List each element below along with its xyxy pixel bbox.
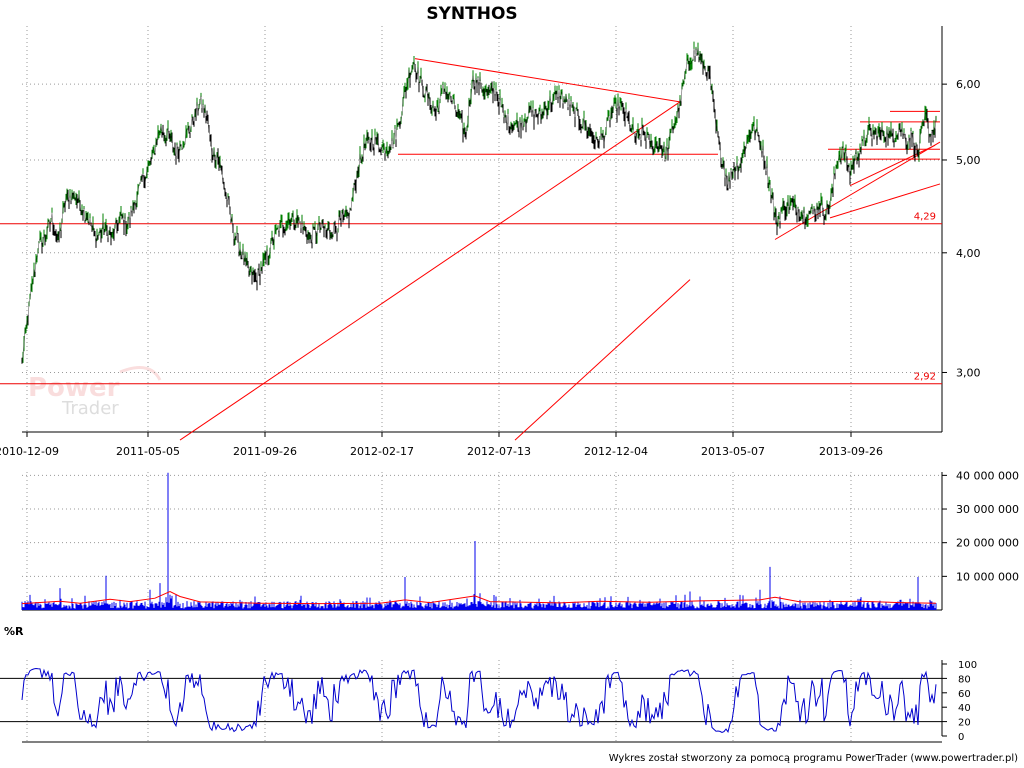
volume-y-tick-label-2: 20 000 000 xyxy=(956,537,1019,550)
volume-y-tick-label-1: 30 000 000 xyxy=(956,503,1019,516)
volume-grid xyxy=(22,472,942,610)
trendlines xyxy=(179,58,941,441)
wr-line xyxy=(21,667,937,734)
wr-y-tick-label-0: 100 xyxy=(958,660,977,671)
date-axis: 2010-12-09 2011-05-05 2011-09-26 2012-02-17… xyxy=(0,432,883,458)
price-levels: 4,29 2,92 xyxy=(0,212,942,385)
volume-bars-path xyxy=(21,472,937,610)
date-tick-label-0: 2010-12-09 xyxy=(0,445,59,458)
price-grid xyxy=(22,26,942,432)
trendline-5 xyxy=(829,183,941,219)
date-tick-label-3: 2012-02-17 xyxy=(350,445,414,458)
wr-y-ticks: 100 80 60 40 20 0 xyxy=(942,660,977,743)
level-label-0: 4,29 xyxy=(914,212,936,223)
date-tick-label-4: 2012-07-13 xyxy=(467,445,531,458)
trendline-2 xyxy=(179,101,681,441)
wr-reference-lines xyxy=(0,677,942,723)
wr-y-tick-label-3: 40 xyxy=(958,703,971,714)
wr-grid xyxy=(26,660,852,742)
svg-text:Trader: Trader xyxy=(61,398,119,419)
trendline-3 xyxy=(514,279,691,441)
price-y-tick-label-3: 3,00 xyxy=(956,366,981,379)
trendline-6 xyxy=(849,144,936,187)
wr-series xyxy=(21,667,937,734)
date-tick-label-6: 2013-05-07 xyxy=(701,445,765,458)
price-y-tick-label-0: 6,00 xyxy=(956,78,981,91)
volume-y-ticks: 40 000 000 30 000 000 20 000 000 10 000 000 xyxy=(942,469,1019,583)
wr-title: %R xyxy=(4,625,24,638)
date-tick-label-5: 2012-12-04 xyxy=(584,445,648,458)
level-label-1: 2,92 xyxy=(914,372,936,383)
volume-ma-line xyxy=(21,590,937,605)
chart-title: SYNTHOS xyxy=(426,4,517,24)
trendline-0 xyxy=(414,58,681,103)
volume-y-tick-label-0: 40 000 000 xyxy=(956,469,1019,482)
price-series xyxy=(21,41,937,364)
wr-y-tick-label-1: 80 xyxy=(958,674,971,685)
price-y-ticks: 6,00 5,00 4,00 3,00 xyxy=(942,78,981,379)
svg-text:Power: Power xyxy=(28,373,120,403)
powertrader-watermark: Power Trader xyxy=(28,366,162,419)
date-tick-label-7: 2013-09-26 xyxy=(819,445,883,458)
price-close-line xyxy=(21,48,937,360)
date-tick-label-1: 2011-05-05 xyxy=(116,445,180,458)
wr-y-tick-label-2: 60 xyxy=(958,689,971,700)
volume-bars xyxy=(21,472,937,610)
volume-moving-average xyxy=(21,590,937,605)
price-y-tick-label-2: 4,00 xyxy=(956,247,981,260)
date-tick-label-2: 2011-09-26 xyxy=(233,445,297,458)
price-y-tick-label-1: 5,00 xyxy=(956,154,981,167)
volume-y-tick-label-3: 10 000 000 xyxy=(956,570,1019,583)
wr-y-tick-label-5: 0 xyxy=(958,732,964,743)
wr-y-tick-label-4: 20 xyxy=(958,718,971,729)
footer-credit: Wykres został stworzony za pomocą progra… xyxy=(609,753,1018,764)
